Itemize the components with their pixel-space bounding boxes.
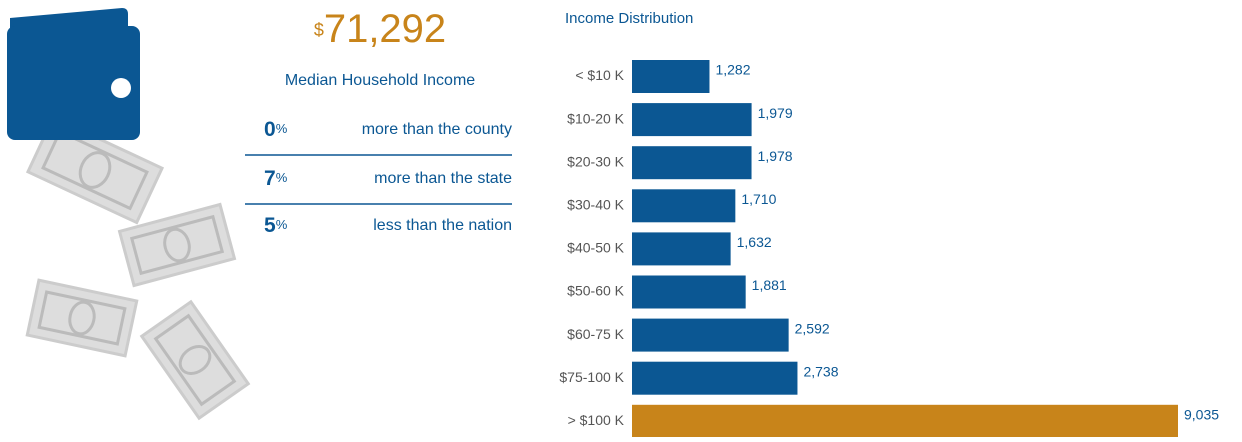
comparison-text: more than the county <box>362 121 512 138</box>
value-label: 1,979 <box>758 105 793 121</box>
wallet-icon <box>7 8 140 140</box>
percent-unit: % <box>276 170 288 185</box>
category-label: $20-30 K <box>567 153 624 169</box>
bar <box>632 60 709 93</box>
bar <box>632 276 746 309</box>
median-income: $71,292 <box>314 7 446 51</box>
value-label: 1,282 <box>715 62 750 78</box>
bar <box>632 189 735 222</box>
bar <box>632 103 752 136</box>
bar <box>632 232 731 265</box>
percent-unit: % <box>276 121 288 136</box>
comparison-value: 0% <box>264 118 288 141</box>
median-value: 71,292 <box>324 7 446 51</box>
comparison-text: less than the nation <box>373 217 512 234</box>
category-label: $40-50 K <box>567 240 624 256</box>
category-label: $10-20 K <box>567 110 624 126</box>
page: $71,292 Median Household Income 0% more t… <box>0 0 1242 437</box>
category-label: < $10 K <box>575 67 624 83</box>
category-label: > $100 K <box>568 412 625 428</box>
value-label: 1,978 <box>758 148 793 164</box>
value-label: 9,035 <box>1184 407 1219 423</box>
bar <box>632 146 752 179</box>
bar <box>632 319 789 352</box>
comparison-value: 5% <box>264 214 288 237</box>
value-label: 2,592 <box>795 320 830 336</box>
median-label: Median Household Income <box>285 72 475 89</box>
comparison-value: 7% <box>264 167 288 190</box>
percent-number: 7 <box>264 167 276 190</box>
value-label: 1,881 <box>752 277 787 293</box>
money-icons <box>27 117 248 418</box>
percent-number: 5 <box>264 214 276 237</box>
bar <box>632 405 1178 437</box>
category-label: $50-60 K <box>567 283 624 299</box>
value-label: 1,632 <box>737 234 772 250</box>
currency: $ <box>314 20 324 40</box>
percent-number: 0 <box>264 118 276 141</box>
value-label: 2,738 <box>803 363 838 379</box>
infographic: $71,292 Median Household Income 0% more t… <box>0 0 1242 437</box>
percent-unit: % <box>276 217 288 232</box>
comparison-text: more than the state <box>374 170 512 187</box>
category-label: $30-40 K <box>567 197 624 213</box>
category-label: $75-100 K <box>559 369 624 385</box>
chart-title: Income Distribution <box>565 10 693 27</box>
bar <box>632 362 797 395</box>
category-label: $60-75 K <box>567 326 624 342</box>
value-label: 1,710 <box>741 191 776 207</box>
